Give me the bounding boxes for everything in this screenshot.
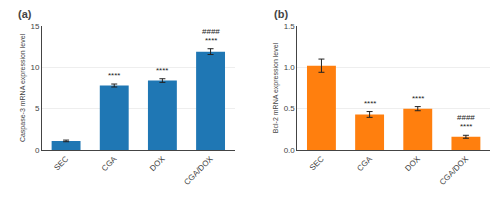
svg-text:10: 10 <box>30 63 39 72</box>
svg-text:1.0: 1.0 <box>284 63 296 72</box>
svg-text:DOX: DOX <box>148 154 167 173</box>
svg-text:0.0: 0.0 <box>284 146 296 155</box>
svg-text:1.5: 1.5 <box>284 22 296 31</box>
svg-text:5: 5 <box>35 104 40 113</box>
svg-text:****: **** <box>156 66 168 75</box>
svg-text:CGA: CGA <box>355 154 374 173</box>
svg-text:CGA: CGA <box>100 154 119 173</box>
svg-text:0: 0 <box>35 146 40 155</box>
svg-text:(b): (b) <box>274 8 288 20</box>
svg-text:****: **** <box>205 36 217 45</box>
svg-text:****: **** <box>364 99 376 108</box>
svg-text:####: #### <box>202 27 220 36</box>
svg-text:****: **** <box>460 122 472 131</box>
svg-text:Bcl-2 mRNA expression level: Bcl-2 mRNA expression level <box>272 42 280 133</box>
svg-text:SEC: SEC <box>308 154 326 172</box>
svg-text:****: **** <box>108 71 120 80</box>
svg-text:(a): (a) <box>18 8 32 20</box>
svg-text:15: 15 <box>30 22 39 31</box>
svg-text:####: #### <box>457 113 475 122</box>
svg-text:0.5: 0.5 <box>284 104 296 113</box>
svg-text:****: **** <box>412 94 424 103</box>
svg-text:Caspase-3 mRNA expression leve: Caspase-3 mRNA expression level <box>19 33 27 142</box>
svg-text:DOX: DOX <box>403 154 422 173</box>
svg-text:CGA/DOX: CGA/DOX <box>182 154 215 187</box>
svg-text:SEC: SEC <box>52 154 70 172</box>
svg-text:CGA/DOX: CGA/DOX <box>438 154 471 187</box>
